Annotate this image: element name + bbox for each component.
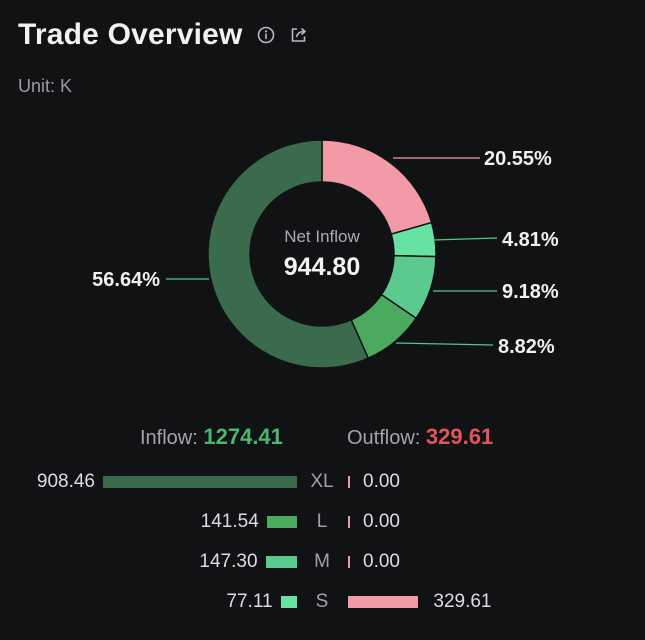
- flow-bars: 908.46 XL 0.00 141.54 L 0.00 147.30 M 0.00 77.11 S…: [0, 462, 645, 622]
- slice-percent-label: 20.55%: [484, 148, 552, 170]
- slice-percent-label: 4.81%: [502, 229, 559, 251]
- inflow-value: 141.54: [200, 511, 259, 532]
- outflow-bar: [348, 556, 350, 568]
- share-icon[interactable]: [289, 26, 308, 44]
- outflow-value: 329.61: [433, 591, 492, 612]
- net-inflow-donut-chart: 20.55% 4.81% 9.18% 8.82% 56.64% Net Inflow 9…: [92, 139, 559, 369]
- outflow-total: 329.61: [425, 424, 494, 449]
- donut-slice[interactable]: [321, 139, 433, 236]
- leader-line: [432, 237, 498, 241]
- inflow-bar: [266, 516, 297, 528]
- inflow-value: 147.30: [199, 551, 258, 572]
- outflow-summary: Outflow: 329.61: [347, 424, 493, 450]
- inflow-bar: [265, 556, 297, 568]
- outflow-value: 0.00: [363, 471, 400, 492]
- inflow-total: 1274.41: [203, 424, 283, 449]
- header: Trade Overview: [18, 18, 308, 52]
- inflow-value: 908.46: [36, 471, 95, 492]
- page-title: Trade Overview: [18, 18, 243, 51]
- unit-label: Unit: K: [18, 76, 73, 96]
- slice-percent-label: 9.18%: [502, 281, 559, 303]
- inflow-bar: [280, 596, 297, 608]
- outflow-value: 0.00: [363, 511, 400, 532]
- flow-row: 147.30 M 0.00: [199, 551, 400, 572]
- outflow-value: 0.00: [363, 551, 400, 572]
- flow-row: 908.46 XL 0.00: [36, 471, 400, 492]
- info-circle-icon[interactable]: [257, 26, 275, 44]
- inflow-summary: Inflow: 1274.41: [140, 424, 283, 450]
- slice-percent-label: 56.64%: [92, 269, 160, 291]
- center-value: 944.80: [284, 253, 360, 281]
- center-label: Net Inflow: [284, 227, 360, 246]
- flow-row: 141.54 L 0.00: [200, 511, 400, 532]
- inflow-value: 77.11: [226, 591, 273, 612]
- outflow-bar: [348, 516, 350, 528]
- outflow-bar: [348, 476, 350, 488]
- donut-slice[interactable]: [207, 139, 370, 369]
- outflow-label: Outflow:: [347, 427, 421, 449]
- inflow-bar: [103, 476, 297, 488]
- slice-percent-label: 8.82%: [498, 336, 555, 358]
- inflow-label: Inflow:: [140, 427, 198, 449]
- leader-line: [395, 342, 494, 346]
- outflow-bar: [348, 596, 419, 608]
- flow-row: 77.11 S 329.61: [226, 591, 492, 612]
